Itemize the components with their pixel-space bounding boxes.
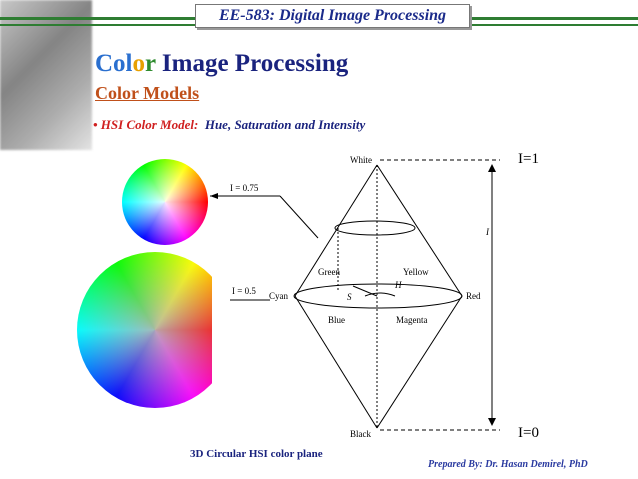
label: I = 0.5 — [232, 286, 256, 296]
slide-title: Color Image Processing — [95, 50, 348, 78]
label: I=0 — [518, 425, 539, 441]
title-part: Col — [95, 50, 133, 77]
label: S — [347, 292, 352, 302]
label: Green — [318, 267, 340, 277]
ellipse — [334, 220, 416, 236]
cone-edge — [376, 164, 463, 297]
label: I — [485, 227, 490, 237]
bullet-text: Hue, Saturation and Intensity — [204, 117, 366, 132]
header-box: EE-583: Digital Image Processing — [195, 4, 470, 28]
label: White — [350, 155, 372, 165]
cone-edge — [294, 295, 378, 429]
cone-edge — [376, 295, 463, 429]
course-title: EE-583: Digital Image Processing — [218, 7, 447, 24]
title-part: o — [132, 50, 146, 77]
bullet: • HSI Color Model: Hue, Saturation and I… — [93, 117, 365, 133]
label: Yellow — [403, 267, 429, 277]
label: Magenta — [396, 315, 428, 325]
s-vector — [352, 285, 378, 297]
footer: Prepared By: Dr. Hasan Demirel, PhD — [428, 459, 588, 470]
ellipse — [293, 283, 463, 309]
label: Cyan — [269, 291, 288, 301]
cone-edge — [294, 164, 378, 297]
label: I=1 — [518, 151, 539, 167]
label: Black — [350, 429, 371, 439]
bullet-label: • HSI Color Model: — [93, 117, 199, 132]
color-wheel — [77, 252, 233, 408]
h-arc — [364, 292, 396, 297]
caption: 3D Circular HSI color plane — [190, 448, 323, 460]
diagram-bg — [212, 150, 512, 445]
label: H — [394, 280, 402, 290]
title-part: Image Processing — [155, 50, 349, 77]
footer-author: Dr. Hasan Demirel, PhD — [484, 459, 588, 470]
title-part: r — [145, 50, 156, 77]
pointer — [279, 195, 319, 239]
color-wheel — [122, 159, 208, 245]
label: Red — [466, 291, 481, 301]
label: I = 0.75 — [230, 183, 259, 193]
footer-prefix: Prepared By: — [428, 459, 483, 470]
label: Blue — [328, 315, 345, 325]
subtitle: Color Models — [95, 83, 200, 103]
